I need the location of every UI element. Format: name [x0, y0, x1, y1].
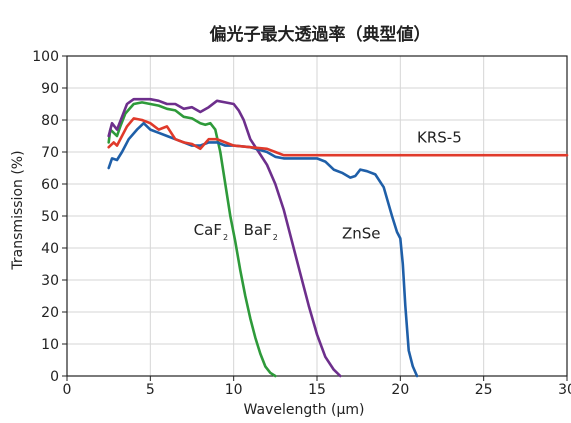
x-tick-label: 15: [308, 382, 326, 398]
x-tick-label: 10: [225, 382, 243, 398]
grid: [67, 56, 567, 376]
y-tick-label: 40: [41, 241, 59, 257]
annotation-caf: CaF2: [194, 221, 228, 242]
series-lines: [107, 97, 569, 378]
x-axis-label: Wavelength (μm): [244, 402, 365, 418]
y-axis-ticks: 0 10 20 30 40 50 60 70 80 90 100: [32, 49, 67, 385]
x-tick-label: 5: [146, 382, 155, 398]
x-tick-label: 30: [558, 382, 571, 398]
y-tick-label: 0: [50, 369, 59, 385]
series-annotations: CaF2 BaF2 ZnSe KRS-5: [194, 128, 462, 242]
series-line-caf: [107, 101, 277, 378]
y-tick-label: 30: [41, 273, 59, 289]
y-tick-label: 20: [41, 305, 59, 321]
x-tick-label: 25: [475, 382, 493, 398]
y-tick-label: 90: [41, 81, 59, 97]
y-tick-label: 100: [32, 49, 59, 65]
chart-title: 偏光子最大透過率（典型値）: [210, 24, 431, 45]
y-tick-label: 10: [41, 337, 59, 353]
series-line-krs-5: [107, 117, 569, 157]
annotation-znse: ZnSe: [342, 224, 381, 242]
y-axis-label: Transmission (%): [10, 150, 26, 270]
x-tick-label: 20: [391, 382, 409, 398]
y-tick-label: 50: [41, 209, 59, 225]
y-tick-label: 70: [41, 145, 59, 161]
series-line-baf: [107, 97, 342, 378]
annotation-baf: BaF2: [244, 221, 278, 242]
y-tick-label: 80: [41, 113, 59, 129]
y-tick-label: 60: [41, 177, 59, 193]
series-line-znse: [107, 121, 419, 378]
annotation-krs-5: KRS-5: [417, 128, 462, 146]
x-axis-ticks: 0 5 10 15 20 25 30: [63, 376, 571, 398]
x-tick-label: 0: [63, 382, 72, 398]
